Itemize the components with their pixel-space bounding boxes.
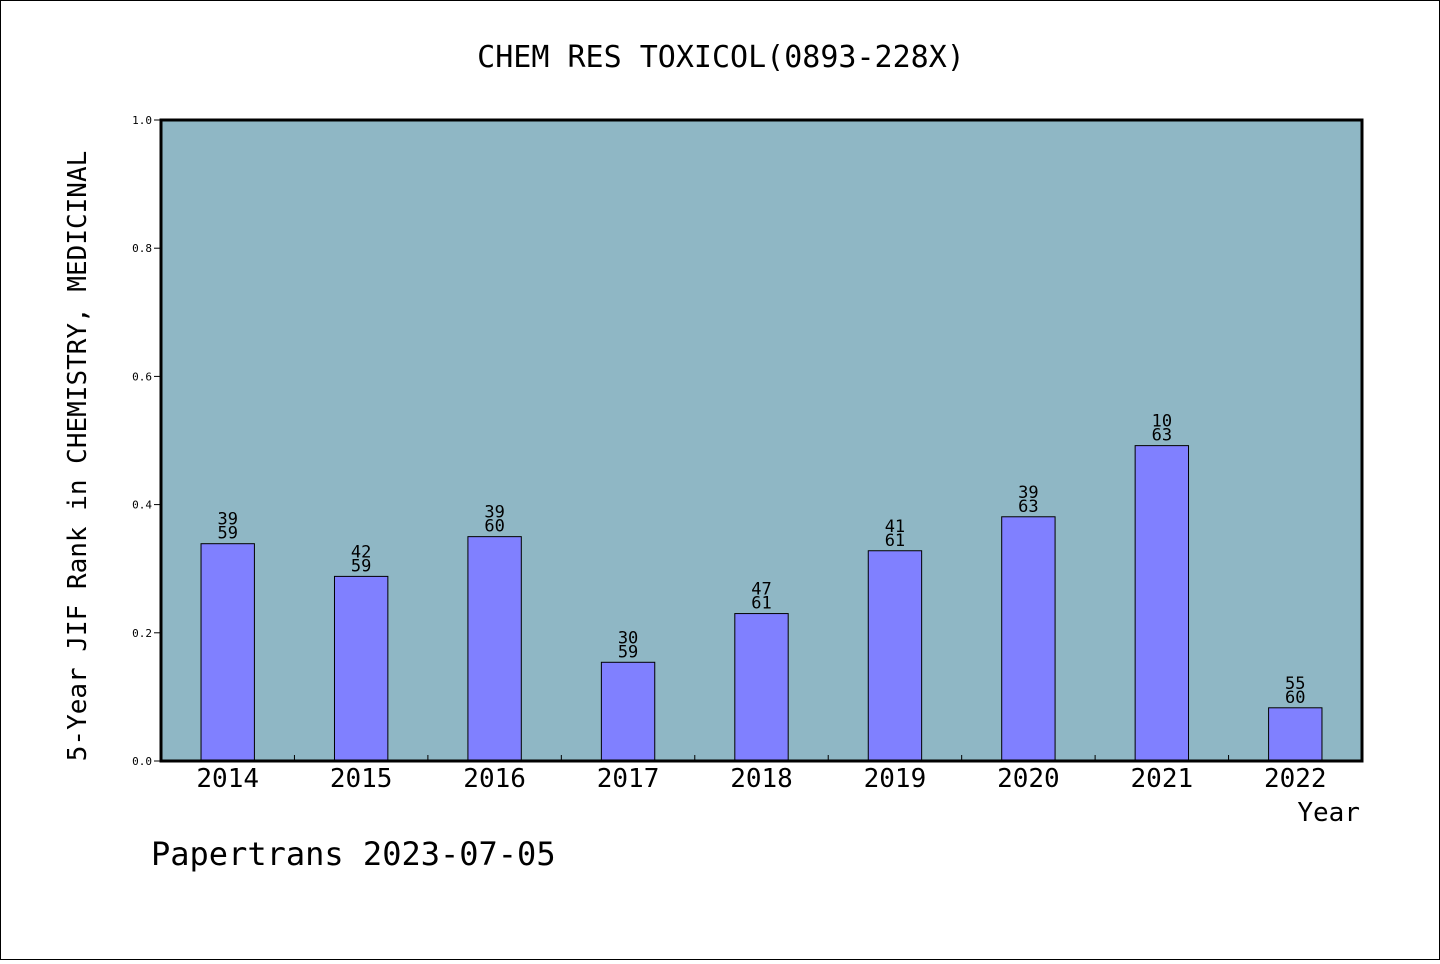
bar-label-top-2016: 39 [484,503,504,523]
x-tick-label-2019: 2019 [864,764,927,794]
footer-text: Papertrans 2023-07-05 [151,835,556,873]
y-tick-label-0.2: 0.2 [132,627,152,640]
axis-ticks: 2014 2015 2016 2017 2018 2019 2020 2021 2022 0.0 0… [132,114,1326,794]
bar-2019 [867,550,923,762]
bar-label-bottom-2020: 63 [1018,497,1038,517]
bar-label-bottom-2021: 63 [1152,426,1172,446]
bar-2014 [200,543,255,762]
x-tick-label-2016: 2016 [463,764,526,794]
bar-label-top-2018: 47 [751,580,771,600]
y-tick-label-0.8: 0.8 [132,242,152,255]
bar-2020 [1001,516,1056,762]
bar-label-top-2019: 41 [885,517,905,537]
bar-label-bottom-2014: 59 [217,524,237,544]
x-axis-label: Year [1297,798,1360,828]
bar-2018 [734,613,789,762]
bar-label-top-2022: 55 [1285,674,1305,694]
x-tick-label-2022: 2022 [1264,764,1327,794]
bar-label-bottom-2016: 60 [484,517,504,537]
bar-label-bottom-2019: 61 [885,531,905,551]
bar-label-bottom-2022: 60 [1285,688,1305,708]
x-tick-label-2017: 2017 [597,764,660,794]
y-tick-label-0.0: 0.0 [132,755,152,768]
bar-label-top-2017: 30 [618,628,638,648]
bar-2015 [333,575,389,762]
x-tick-label-2015: 2015 [330,764,393,794]
bar-label-bottom-2015: 59 [351,556,371,576]
bar-2022 [1268,707,1323,762]
bar-label-bottom-2018: 61 [751,594,771,614]
bar-label-top-2020: 39 [1018,483,1038,503]
bar-label-top-2015: 42 [351,542,371,562]
bar-label-top-2021: 10 [1152,412,1172,432]
bar-2021 [1134,445,1190,762]
y-axis-label: 5-Year JIF Rank in CHEMISTRY, MEDICINAL [63,151,93,761]
plot-border [159,118,1364,763]
bar-label-bottom-2017: 59 [618,642,638,662]
y-tick-label-0.6: 0.6 [132,370,152,383]
y-tick-label-0.4: 0.4 [132,499,152,512]
y-tick-label-1.0: 1.0 [132,114,152,127]
bar-2016 [467,536,522,762]
bar-label-top-2014: 39 [217,510,237,530]
x-tick-label-2014: 2014 [196,764,259,794]
x-tick-label-2021: 2021 [1131,764,1194,794]
x-tick-label-2018: 2018 [730,764,793,794]
chart-title: CHEM RES TOXICOL(0893-228X) [477,40,965,75]
bar-2017 [600,661,656,762]
x-tick-label-2020: 2020 [997,764,1060,794]
